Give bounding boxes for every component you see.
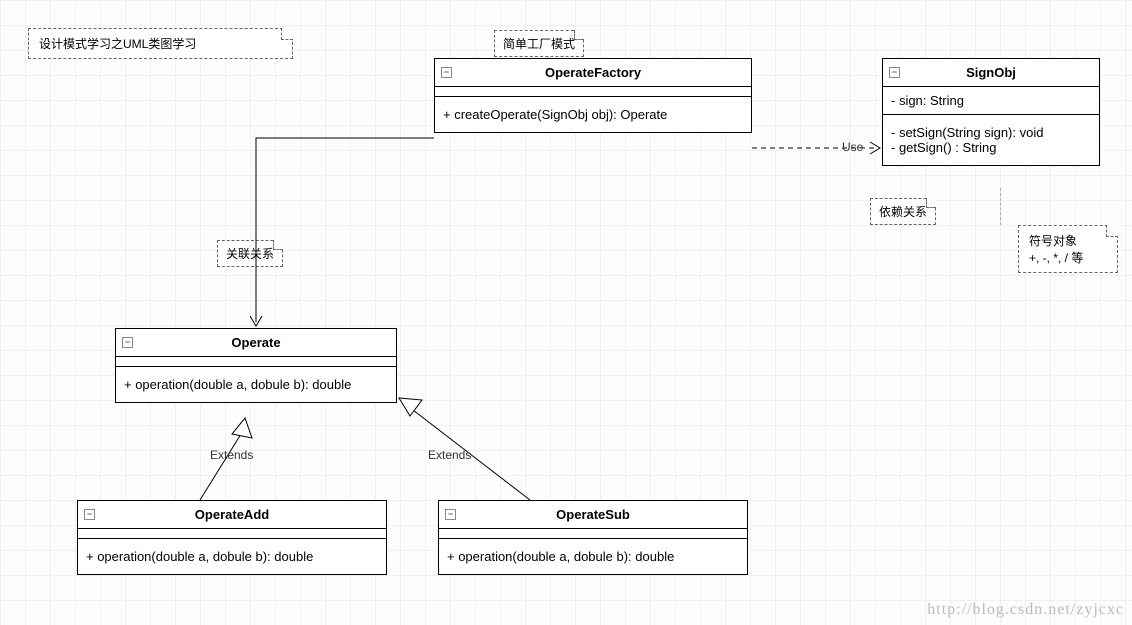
sign-note-line1: 符号对象 xyxy=(1029,232,1107,249)
arrow-hollow-triangle xyxy=(399,398,422,416)
edge-factory-to-operate xyxy=(256,138,434,322)
collapse-icon[interactable]: − xyxy=(445,509,456,520)
class-attrs xyxy=(78,529,386,539)
arrow-open-down xyxy=(250,316,262,326)
class-methods: + operation(double a, dobule b): double xyxy=(78,539,386,574)
class-operatefactory[interactable]: − OperateFactory + createOperate(SignObj… xyxy=(434,58,752,133)
collapse-icon[interactable]: − xyxy=(122,337,133,348)
class-title: − OperateFactory xyxy=(435,59,751,87)
method-row: + operation(double a, dobule b): double xyxy=(447,549,739,564)
association-label-text: 关联关系 xyxy=(226,247,274,261)
dependency-label-text: 依赖关系 xyxy=(879,205,927,219)
attr-row: - sign: String xyxy=(891,93,1091,108)
note-corner-icon xyxy=(1106,225,1118,237)
class-name: OperateAdd xyxy=(195,507,269,522)
class-attrs xyxy=(116,357,396,367)
class-attrs: - sign: String xyxy=(883,87,1099,115)
method-row: + createOperate(SignObj obj): Operate xyxy=(443,107,743,122)
method-row: + operation(double a, dobule b): double xyxy=(86,549,378,564)
method-row: - setSign(String sign): void xyxy=(891,125,1091,140)
class-title: − OperateAdd xyxy=(78,501,386,529)
class-attrs xyxy=(439,529,747,539)
note-anchor-line xyxy=(1000,188,1001,225)
class-attrs xyxy=(435,87,751,97)
class-methods: + operation(double a, dobule b): double xyxy=(116,367,396,402)
class-signobj[interactable]: − SignObj - sign: String - setSign(Strin… xyxy=(882,58,1100,166)
edge-label-extends-add: Extends xyxy=(210,448,253,462)
edge-add-to-operate xyxy=(200,434,241,500)
class-methods: + operation(double a, dobule b): double xyxy=(439,539,747,574)
sign-note: 符号对象 +, -, *, / 等 xyxy=(1018,225,1118,273)
association-label-note: 关联关系 xyxy=(217,240,283,267)
title-note: 设计模式学习之UML类图学习 xyxy=(28,28,293,59)
class-operatesub[interactable]: − OperateSub + operation(double a, dobul… xyxy=(438,500,748,575)
sign-note-line2: +, -, *, / 等 xyxy=(1029,249,1107,266)
factory-label-note: 简单工厂模式 xyxy=(494,30,584,57)
collapse-icon[interactable]: − xyxy=(84,509,95,520)
edge-label-extends-sub: Extends xyxy=(428,448,471,462)
class-name: OperateSub xyxy=(556,507,630,522)
class-title: − OperateSub xyxy=(439,501,747,529)
note-corner-icon xyxy=(273,240,283,250)
arrow-open-right xyxy=(870,142,880,154)
note-corner-icon xyxy=(574,30,584,40)
method-row: + operation(double a, dobule b): double xyxy=(124,377,388,392)
collapse-icon[interactable]: − xyxy=(441,67,452,78)
factory-label-text: 简单工厂模式 xyxy=(503,37,575,51)
class-methods: - setSign(String sign): void - getSign()… xyxy=(883,115,1099,165)
class-title: − Operate xyxy=(116,329,396,357)
class-methods: + createOperate(SignObj obj): Operate xyxy=(435,97,751,132)
dependency-label-note: 依赖关系 xyxy=(870,198,936,225)
class-name: SignObj xyxy=(966,65,1016,80)
edge-label-use: Use xyxy=(842,140,863,154)
class-title: − SignObj xyxy=(883,59,1099,87)
title-note-text: 设计模式学习之UML类图学习 xyxy=(39,37,196,51)
collapse-icon[interactable]: − xyxy=(889,67,900,78)
note-corner-icon xyxy=(281,28,293,40)
class-name: OperateFactory xyxy=(545,65,641,80)
class-name: Operate xyxy=(231,335,280,350)
note-corner-icon xyxy=(926,198,936,208)
watermark: http://blog.csdn.net/zyjcxc xyxy=(927,601,1124,619)
class-operateadd[interactable]: − OperateAdd + operation(double a, dobul… xyxy=(77,500,387,575)
arrow-hollow-triangle xyxy=(232,418,252,438)
class-operate[interactable]: − Operate + operation(double a, dobule b… xyxy=(115,328,397,403)
method-row: - getSign() : String xyxy=(891,140,1091,155)
